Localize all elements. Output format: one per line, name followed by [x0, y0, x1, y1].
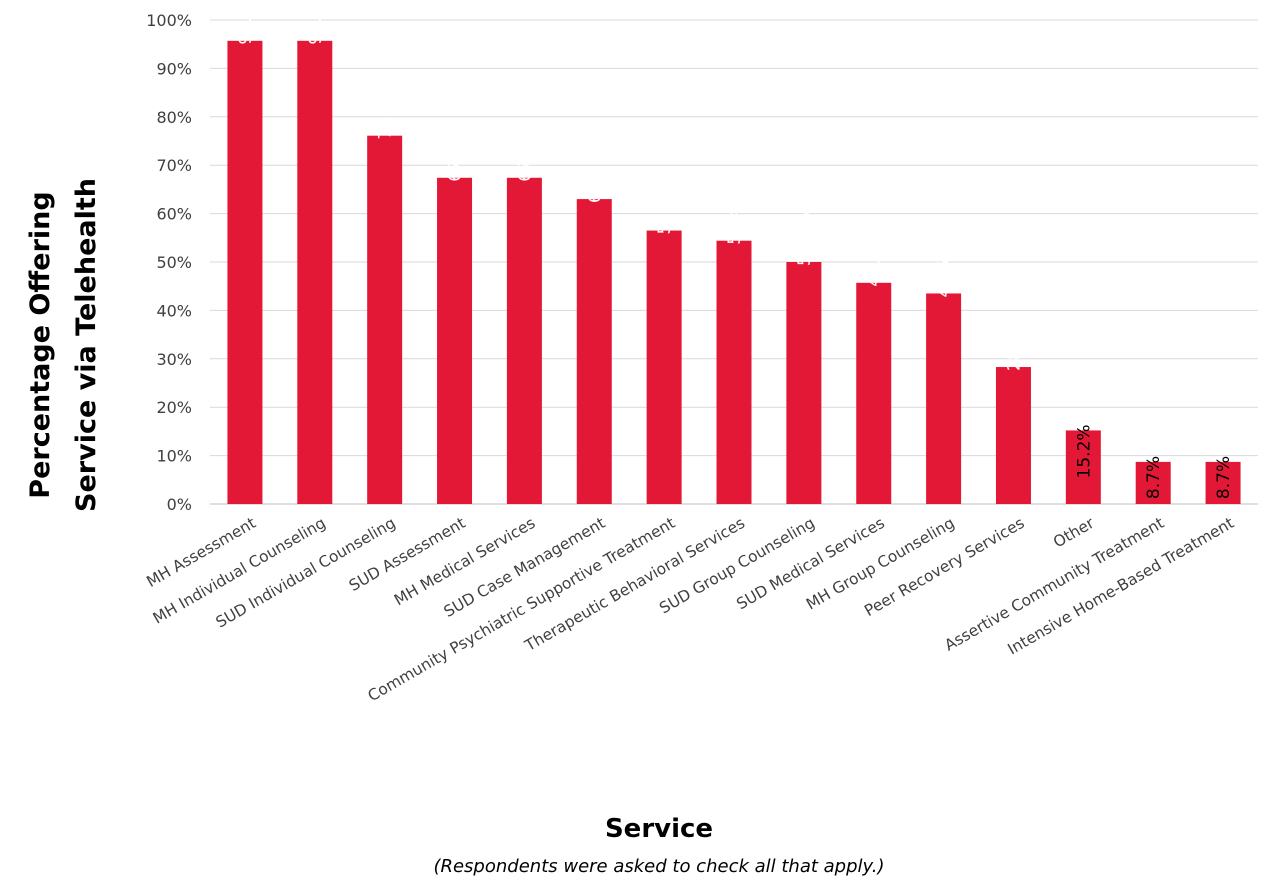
y-tick-label: 20% — [156, 398, 192, 417]
data-label: 15.2% — [1074, 424, 1094, 478]
x-axis-title: Service — [605, 814, 713, 844]
data-label: 95.7% — [236, 0, 256, 45]
x-category-label: SUD Assessment — [346, 514, 468, 595]
data-label: 50.0% — [795, 212, 815, 266]
data-label: 56.5% — [655, 181, 675, 235]
data-label: 43.5% — [935, 243, 955, 297]
y-tick-label: 90% — [156, 59, 192, 78]
y-tick-label: 50% — [156, 253, 192, 272]
y-axis-title-line: Service via Telehealth — [71, 178, 102, 512]
y-tick-label: 0% — [167, 495, 192, 514]
y-tick-label: 70% — [156, 156, 192, 175]
data-label: 63.0% — [585, 149, 605, 203]
y-axis-title: Percentage Offering Service via Telehealt… — [25, 178, 102, 512]
bar — [926, 293, 962, 504]
y-axis-ticks: 0% 10% 20% 30% 40% 50% 60% 70% 80% 90% 100% — [146, 11, 192, 514]
data-labels: 95.7% 95.7% 76.1% 67.4% 67.4% 63.0% 56.5% 54.4%… — [236, 0, 1234, 499]
y-tick-label: 100% — [146, 11, 192, 30]
x-category-label: Other — [1050, 514, 1098, 552]
bars — [227, 40, 1241, 505]
y-tick-label: 10% — [156, 447, 192, 466]
bar — [1065, 430, 1101, 504]
bar — [437, 177, 473, 504]
bar — [995, 367, 1031, 504]
bar — [506, 177, 542, 504]
y-tick-label: 80% — [156, 108, 192, 127]
data-label: 76.1% — [376, 86, 396, 140]
data-label: 8.7% — [1144, 456, 1164, 499]
bar — [576, 199, 612, 504]
bar — [1135, 461, 1171, 504]
y-tick-label: 40% — [156, 301, 192, 320]
data-label: 45.7% — [865, 233, 885, 287]
data-label: 67.4% — [446, 128, 466, 182]
data-label: 54.4% — [725, 191, 745, 245]
bar — [297, 40, 333, 504]
bar — [716, 240, 752, 505]
data-label: 95.7% — [306, 0, 326, 45]
y-axis-title-line: Percentage Offering — [25, 191, 56, 498]
data-label: 8.7% — [1214, 456, 1234, 499]
data-label: 67.4% — [515, 128, 535, 182]
bar — [1205, 461, 1241, 504]
bar — [646, 230, 682, 505]
bar — [856, 282, 892, 504]
data-label: 28.3% — [1004, 317, 1024, 371]
bar — [786, 262, 822, 504]
y-tick-label: 60% — [156, 205, 192, 224]
chart-note: (Respondents were asked to check all tha… — [433, 856, 884, 877]
y-tick-label: 30% — [156, 350, 192, 369]
bar — [367, 135, 403, 504]
bar — [227, 40, 263, 504]
